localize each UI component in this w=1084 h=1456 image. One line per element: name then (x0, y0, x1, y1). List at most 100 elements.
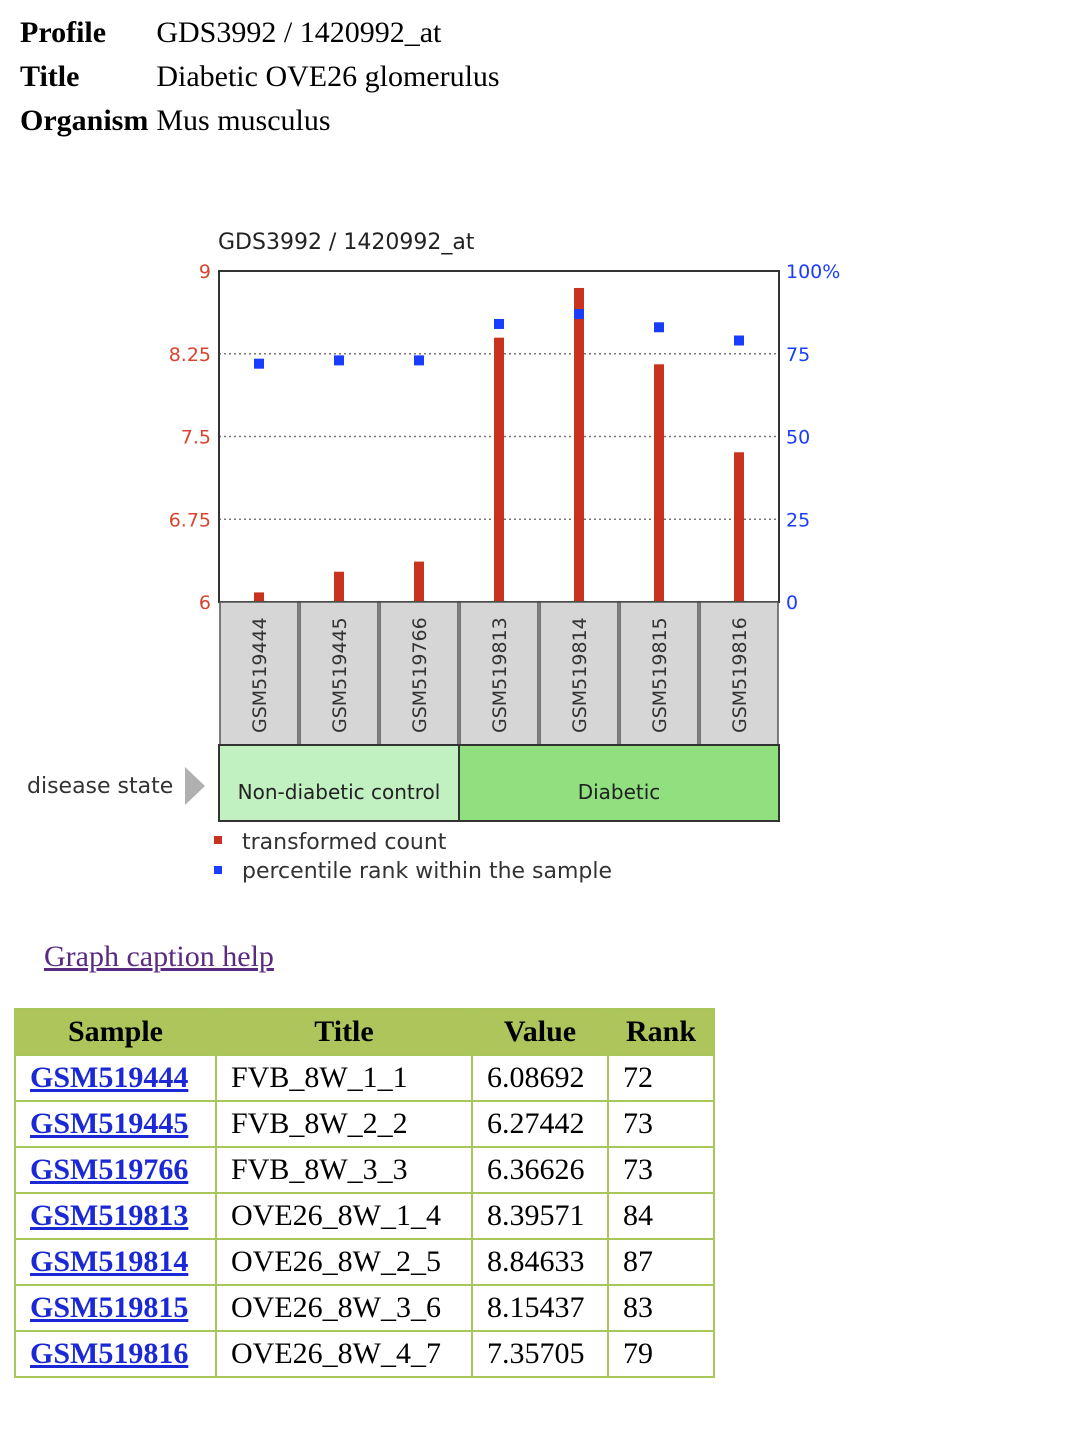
sample-box (299, 601, 379, 746)
sample-box (539, 601, 619, 746)
table-row: GSM519815 OVE26_8W_3_6 8.15437 83 (14, 1284, 715, 1332)
profile-row: Profile GDS3992 / 1420992_at (20, 14, 508, 58)
cell-rank: 73 (607, 1146, 715, 1194)
cell-value: 8.84633 (471, 1238, 609, 1286)
cell-value: 8.39571 (471, 1192, 609, 1240)
table-row: GSM519813 OVE26_8W_1_4 8.39571 84 (14, 1192, 715, 1240)
sample-label: GSM519445 (329, 617, 351, 733)
cell-title: OVE26_8W_1_4 (215, 1192, 473, 1240)
bar (414, 561, 424, 602)
rank-point (494, 318, 504, 329)
sample-box (219, 601, 299, 746)
header-rank: Rank (607, 1008, 715, 1056)
table-row: GSM519444 FVB_8W_1_1 6.08692 72 (14, 1054, 715, 1102)
sample-box (699, 601, 779, 746)
sample-link[interactable]: GSM519445 (30, 1107, 189, 1140)
cell-title: FVB_8W_2_2 (215, 1100, 473, 1148)
legend-swatch-count (214, 836, 222, 844)
graph-caption-help-link[interactable]: Graph caption help (44, 940, 274, 973)
cell-title: FVB_8W_3_3 (215, 1146, 473, 1194)
header-title: Title (215, 1008, 473, 1056)
right-axis: 100% 75 50 25 0 (786, 261, 840, 614)
group-box (458, 744, 780, 822)
title-row: Title Diabetic OVE26 glomerulus (20, 58, 508, 102)
right-tick-label: 100% (786, 261, 840, 283)
group-box (218, 744, 460, 822)
sample-link[interactable]: GSM519816 (30, 1337, 189, 1370)
sample-link[interactable]: GSM519814 (30, 1245, 189, 1278)
sample-link[interactable]: GSM519813 (30, 1199, 189, 1232)
left-tick-label: 6 (199, 592, 211, 614)
left-tick-label: 8.25 (169, 344, 211, 366)
chart-title: GDS3992 / 1420992_at (218, 230, 475, 255)
left-tick-label: 6.75 (169, 509, 211, 531)
disease-state-groups: Non-diabetic control Diabetic (218, 744, 780, 822)
points (254, 309, 744, 369)
profile-info: Profile GDS3992 / 1420992_at Title Diabe… (20, 14, 508, 146)
table-row: GSM519766 FVB_8W_3_3 6.36626 73 (14, 1146, 715, 1194)
title-label: Title (20, 60, 80, 93)
right-tick-label: 50 (786, 427, 810, 449)
sample-link[interactable]: GSM519444 (30, 1061, 189, 1094)
cell-value: 6.08692 (471, 1054, 609, 1102)
table-row: GSM519814 OVE26_8W_2_5 8.84633 87 (14, 1238, 715, 1286)
bar (734, 452, 744, 602)
title-value: Diabetic OVE26 glomerulus (156, 60, 500, 93)
cell-rank: 84 (607, 1192, 715, 1240)
group-label: Non-diabetic control (238, 780, 441, 804)
table-header-row: Sample Title Value Rank (14, 1008, 715, 1056)
sample-label: GSM519815 (649, 617, 671, 733)
legend-swatch-rank (214, 866, 222, 874)
expression-chart: GDS3992 / 1420992_at 9 8.25 7.5 6.75 6 100% 7… (27, 230, 840, 884)
bar (574, 287, 584, 602)
group-label: Diabetic (578, 780, 661, 804)
rank-point (334, 355, 344, 366)
sample-table: Sample Title Value Rank GSM519444 FVB_8W… (14, 1008, 715, 1378)
bars (254, 287, 744, 602)
sample-label: GSM519816 (729, 617, 751, 733)
cell-value: 6.27442 (471, 1100, 609, 1148)
organism-row: Organism Mus musculus (20, 102, 508, 146)
bar (654, 364, 664, 602)
table-row: GSM519445 FVB_8W_2_2 6.27442 73 (14, 1100, 715, 1148)
cell-rank: 87 (607, 1238, 715, 1286)
cell-title: OVE26_8W_4_7 (215, 1330, 473, 1378)
right-tick-label: 75 (786, 344, 810, 366)
left-tick-label: 7.5 (181, 427, 211, 449)
legend-count-label: transformed count (242, 830, 447, 855)
cell-rank: 83 (607, 1284, 715, 1332)
disease-state-arrow-icon (185, 767, 205, 805)
sample-label: GSM519813 (489, 617, 511, 733)
bar (254, 592, 264, 602)
rank-point (574, 309, 584, 320)
header-value: Value (471, 1008, 609, 1056)
cell-rank: 73 (607, 1100, 715, 1148)
legend-rank-label: percentile rank within the sample (242, 859, 612, 884)
rank-point (734, 335, 744, 346)
organism-value: Mus musculus (156, 104, 331, 137)
sample-label: GSM519814 (569, 617, 591, 733)
sample-label: GSM519766 (409, 617, 431, 733)
rank-point (414, 355, 424, 366)
rank-point (254, 358, 264, 369)
cell-rank: 79 (607, 1330, 715, 1378)
sample-box (619, 601, 699, 746)
sample-label: GSM519444 (249, 617, 271, 733)
cell-rank: 72 (607, 1054, 715, 1102)
sample-box (379, 601, 459, 746)
right-tick-label: 25 (786, 509, 810, 531)
left-axis: 9 8.25 7.5 6.75 6 (169, 261, 211, 614)
bar (334, 571, 344, 602)
bar (494, 337, 504, 602)
cell-title: FVB_8W_1_1 (215, 1054, 473, 1102)
sample-link[interactable]: GSM519815 (30, 1291, 189, 1324)
profile-label: Profile (20, 16, 107, 49)
cell-title: OVE26_8W_2_5 (215, 1238, 473, 1286)
cell-value: 7.35705 (471, 1330, 609, 1378)
disease-state-label: disease state (27, 774, 173, 799)
header-sample: Sample (14, 1008, 217, 1056)
left-tick-label: 9 (199, 261, 211, 283)
cell-value: 6.36626 (471, 1146, 609, 1194)
sample-link[interactable]: GSM519766 (30, 1153, 189, 1186)
right-tick-label: 0 (786, 592, 798, 614)
